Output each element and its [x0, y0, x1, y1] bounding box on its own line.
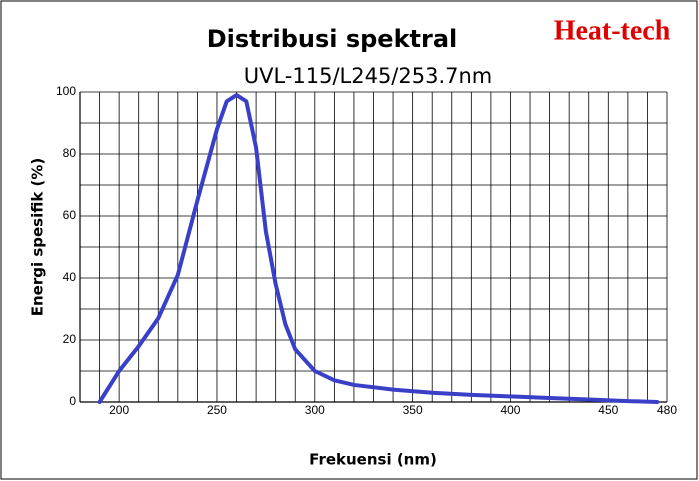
- brand: Heat-tech: [554, 15, 671, 46]
- y-tick-label: 60: [63, 208, 77, 222]
- y-tick-label: 80: [63, 146, 77, 160]
- chart-title: Distribusi spektral: [207, 25, 458, 53]
- x-tick-label: 300: [305, 403, 325, 417]
- x-tick-label: 350: [403, 403, 423, 417]
- y-tick-label: 40: [63, 270, 77, 284]
- x-tick-label: 450: [598, 403, 618, 417]
- x-tick-label: 400: [500, 403, 520, 417]
- x-tick-label: 250: [207, 403, 227, 417]
- x-tick-label: 200: [109, 403, 129, 417]
- x-tick-label: 480: [657, 403, 677, 417]
- y-tick-label: 100: [56, 84, 76, 98]
- y-axis-label: Energi spesifik (%): [29, 158, 47, 317]
- y-tick-label: 0: [69, 394, 76, 408]
- y-tick-label: 20: [63, 332, 77, 346]
- chart-subtitle: UVL-115/L245/253.7nm: [244, 64, 493, 88]
- x-axis-label: Frekuensi (nm): [309, 451, 437, 469]
- spectrum-line: [97, 93, 660, 404]
